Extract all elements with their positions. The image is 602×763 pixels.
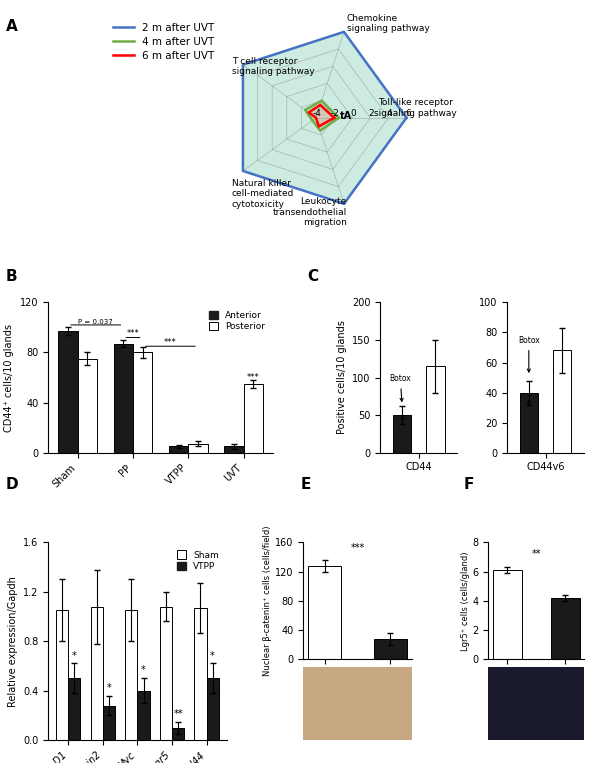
Bar [125, 610, 137, 740]
Bar [244, 384, 263, 452]
Text: -2: -2 [331, 109, 340, 118]
Polygon shape [305, 101, 339, 130]
Bar [225, 446, 244, 452]
Bar [188, 444, 208, 452]
Bar [492, 570, 521, 659]
Text: tA: tA [340, 111, 352, 121]
Text: *: * [399, 416, 405, 427]
Bar [551, 598, 580, 659]
Legend: Sham, VTPP: Sham, VTPP [173, 547, 222, 575]
Y-axis label: Nuclear β-catenin⁺ cells (cells/field): Nuclear β-catenin⁺ cells (cells/field) [263, 526, 272, 676]
Polygon shape [309, 105, 334, 127]
Text: ***: *** [126, 329, 140, 338]
Text: 0: 0 [351, 109, 356, 118]
Text: 2: 2 [369, 109, 374, 118]
Y-axis label: Relative expression/Gapdh: Relative expression/Gapdh [7, 576, 17, 707]
Bar [172, 728, 184, 740]
Text: D: D [6, 477, 19, 492]
Legend: 2 m after UVT, 4 m after UVT, 6 m after UVT: 2 m after UVT, 4 m after UVT, 6 m after … [108, 18, 219, 66]
Text: T cell receptor
signaling pathway: T cell receptor signaling pathway [232, 56, 315, 76]
Text: *: * [526, 400, 532, 410]
Y-axis label: Lgr5⁺ cells (cells/gland): Lgr5⁺ cells (cells/gland) [461, 551, 470, 651]
Text: *: * [72, 651, 77, 661]
Bar [169, 446, 188, 452]
Bar [114, 343, 133, 452]
Y-axis label: CD44⁺ cells/10 glands: CD44⁺ cells/10 glands [4, 324, 14, 432]
Text: Toll-like receptor
signaling pathway: Toll-like receptor signaling pathway [374, 98, 457, 118]
Bar [78, 359, 97, 452]
Bar [56, 610, 69, 740]
Text: Botox: Botox [389, 375, 411, 401]
Text: P = 0.037: P = 0.037 [78, 319, 113, 325]
Bar [374, 639, 407, 659]
Text: **: ** [173, 709, 183, 719]
Bar [58, 331, 78, 452]
Text: Chemokine
signaling pathway: Chemokine signaling pathway [347, 14, 430, 33]
Text: C: C [307, 269, 318, 284]
Text: -4: -4 [313, 109, 322, 118]
Bar [426, 366, 445, 452]
Bar [393, 415, 411, 452]
Text: Leukocyte
transendothelial
migration: Leukocyte transendothelial migration [273, 198, 347, 227]
Text: 4: 4 [387, 109, 393, 118]
Bar [103, 706, 115, 740]
Text: 6: 6 [405, 109, 411, 118]
Text: B: B [6, 269, 17, 284]
Bar [308, 565, 341, 659]
Text: Botox: Botox [518, 336, 540, 372]
Text: Natural killer
cell-mediated
cytotoxicity: Natural killer cell-mediated cytotoxicit… [232, 179, 294, 209]
Bar [69, 678, 81, 740]
Text: A: A [6, 19, 18, 34]
Legend: Anterior, Posterior: Anterior, Posterior [205, 307, 268, 335]
Bar [553, 350, 571, 452]
Bar [133, 353, 152, 452]
Bar [520, 393, 538, 452]
Text: ***: *** [247, 373, 259, 382]
Text: F: F [464, 477, 474, 492]
Bar [91, 607, 103, 740]
Text: *: * [210, 651, 215, 661]
Text: E: E [301, 477, 311, 492]
Bar [194, 608, 206, 740]
Bar [206, 678, 219, 740]
Polygon shape [243, 32, 406, 204]
Text: *: * [141, 665, 146, 675]
Text: **: ** [532, 549, 541, 559]
Y-axis label: Positive cells/10 glands: Positive cells/10 glands [337, 320, 347, 434]
Text: ***: *** [350, 543, 365, 553]
Text: *: * [107, 683, 111, 693]
Text: ***: *** [164, 338, 177, 347]
Bar [137, 691, 149, 740]
Bar [160, 607, 172, 740]
